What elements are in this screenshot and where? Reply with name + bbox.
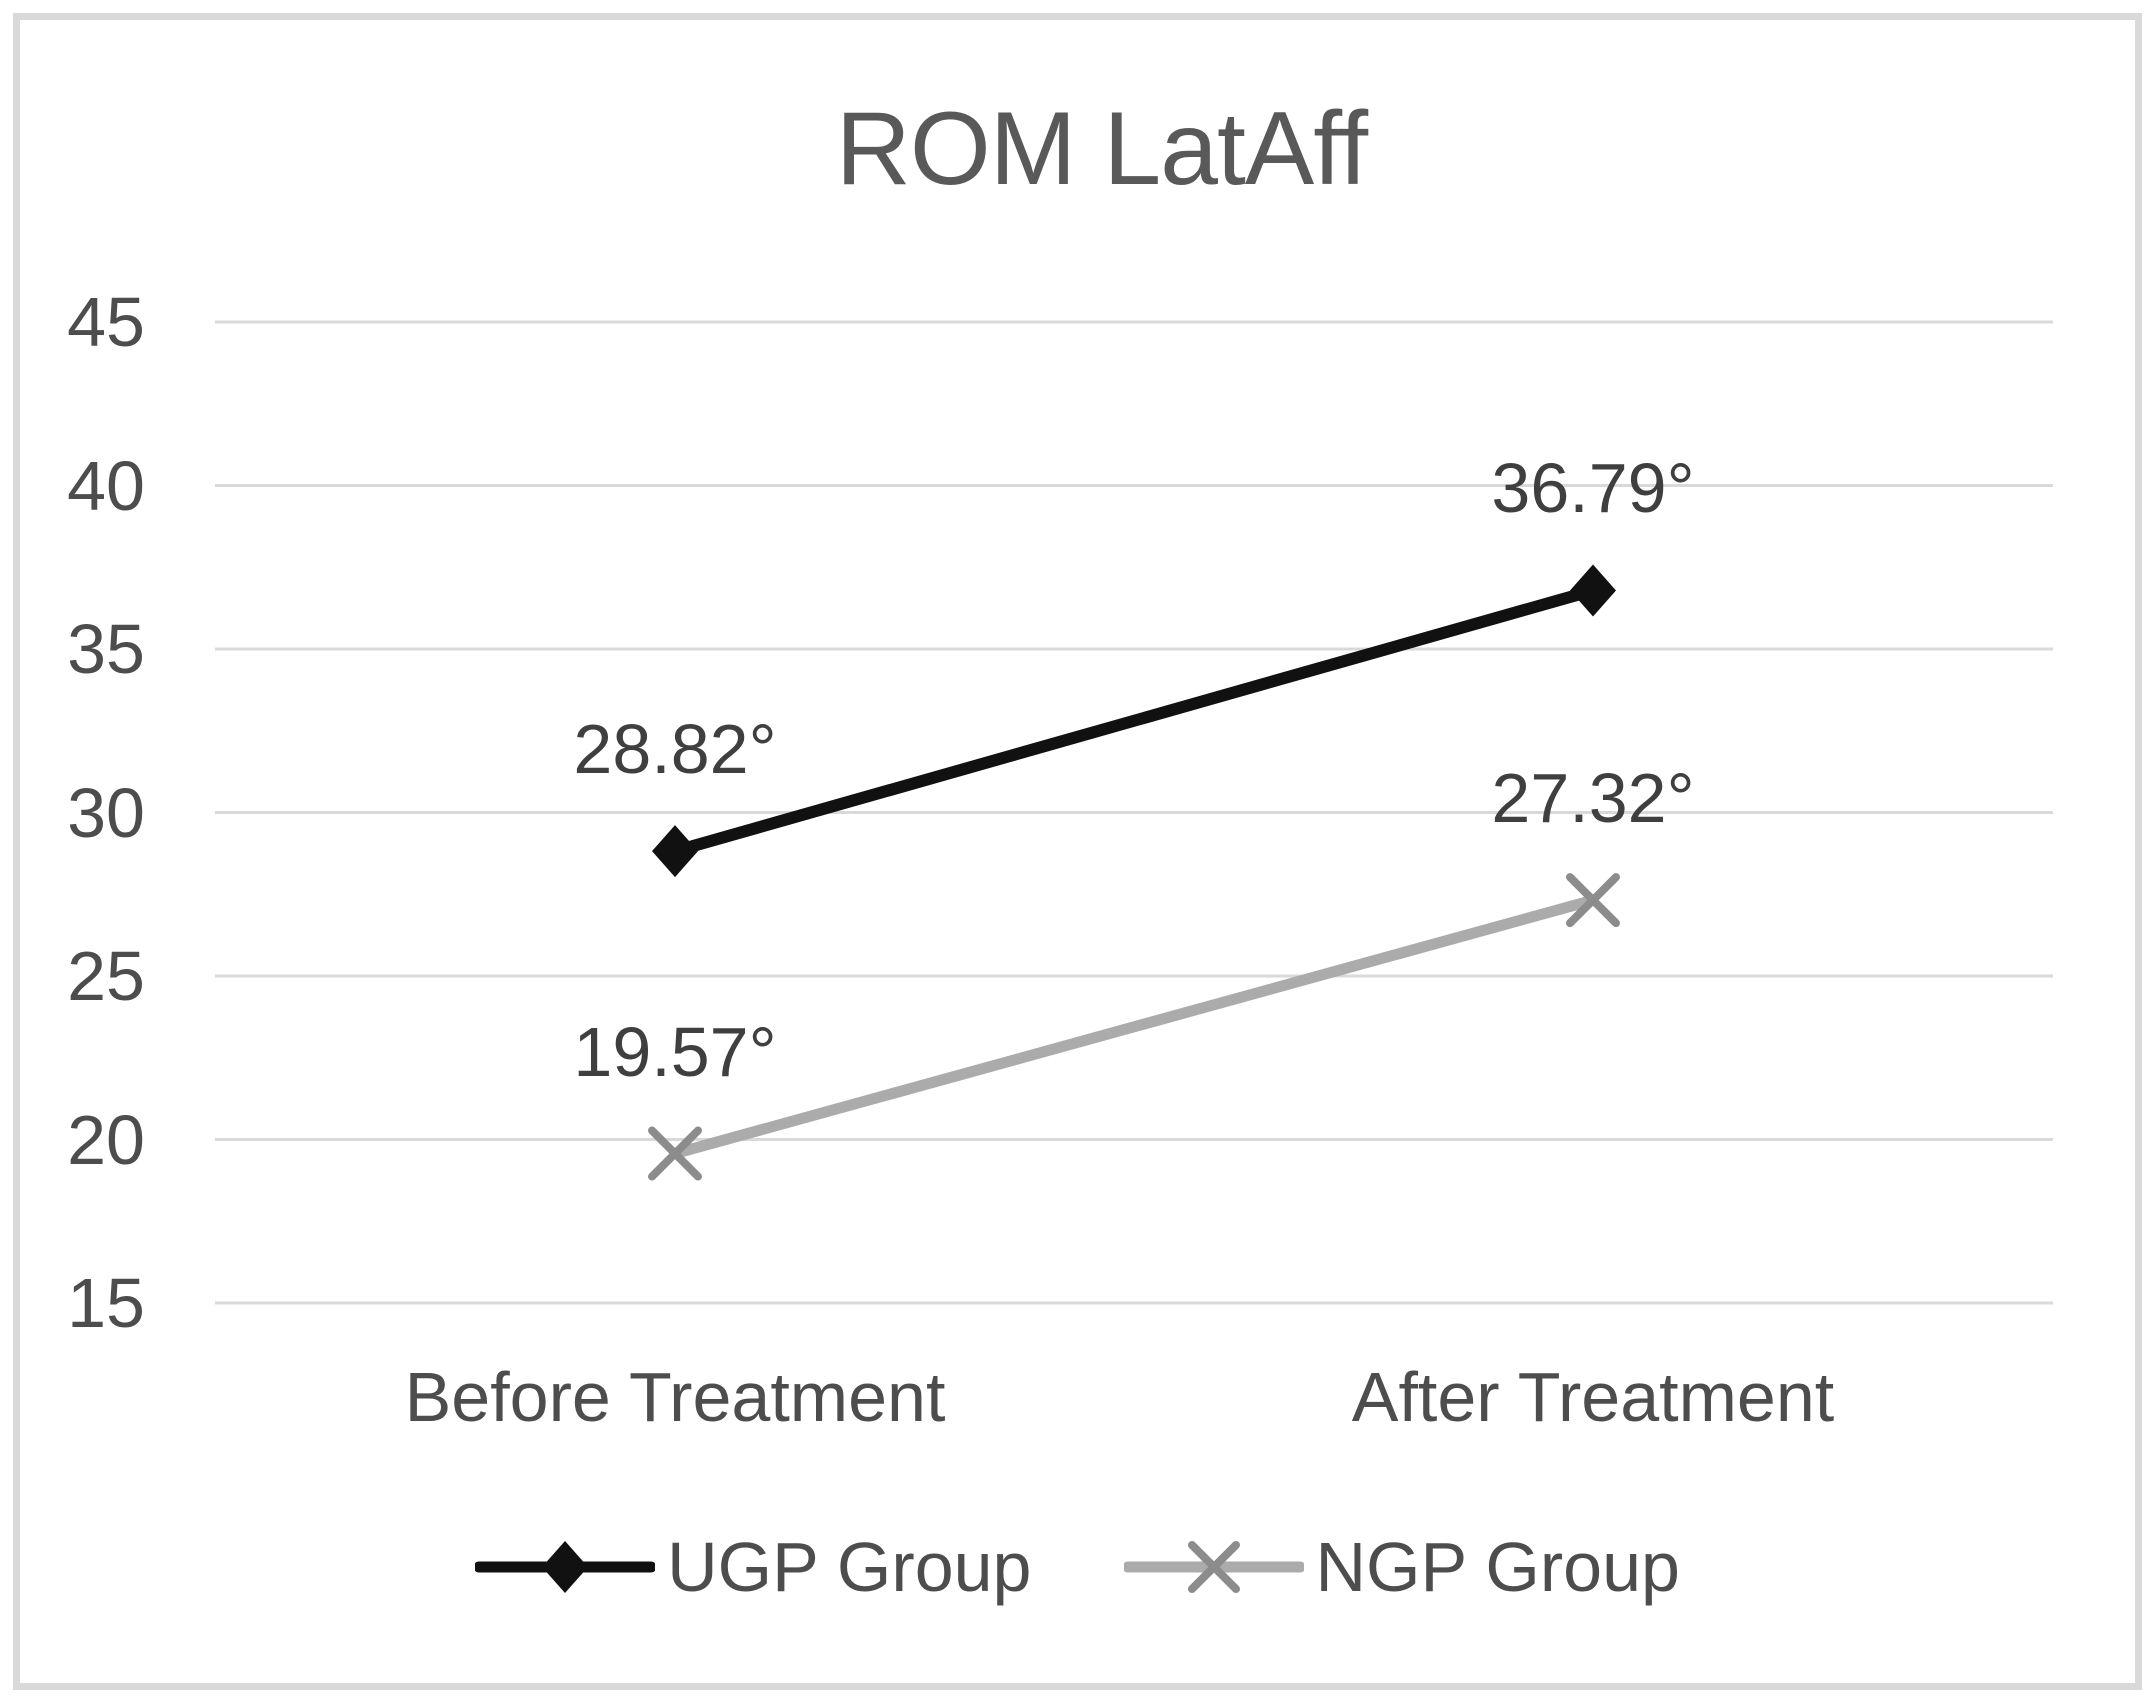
diamond-marker bbox=[652, 825, 698, 878]
data-label-ngp: 19.57° bbox=[573, 1012, 777, 1091]
chart-outer-frame bbox=[13, 13, 2142, 1690]
legend-item-ugp: UGP Group bbox=[475, 1527, 1032, 1607]
y-axis-tick-label: 40 bbox=[67, 446, 145, 525]
chart-title: ROM LatAff bbox=[835, 91, 1368, 207]
y-axis-tick-label: 15 bbox=[67, 1264, 145, 1342]
y-axis-tick-label: 25 bbox=[67, 937, 145, 1015]
y-axis-tick-label: 35 bbox=[67, 610, 145, 688]
diamond-marker bbox=[1570, 564, 1616, 617]
y-axis-tick-label: 20 bbox=[67, 1100, 145, 1179]
legend: UGP Group NGP Group bbox=[0, 1527, 2155, 1607]
data-label-ngp: 27.32° bbox=[1491, 759, 1695, 838]
ngp-line-x-icon bbox=[1123, 1541, 1304, 1593]
x-marker bbox=[648, 1126, 702, 1181]
ugp-line-diamond-icon bbox=[475, 1541, 656, 1593]
legend-item-ngp: NGP Group bbox=[1123, 1527, 1680, 1607]
legend-label-ugp: UGP Group bbox=[667, 1528, 1032, 1606]
series-line-ugp bbox=[669, 584, 1599, 858]
x-axis-label-after: After Treatment bbox=[1351, 1358, 1835, 1436]
data-label-ugp: 28.82° bbox=[573, 710, 777, 789]
y-axis-tick-label: 45 bbox=[67, 283, 145, 361]
data-label-ugp: 36.79° bbox=[1491, 449, 1695, 528]
legend-label-ngp: NGP Group bbox=[1315, 1528, 1680, 1606]
series-line-ngp bbox=[669, 894, 1599, 1160]
x-marker bbox=[1566, 873, 1620, 928]
y-axis-tick-label: 30 bbox=[67, 773, 145, 852]
x-axis-label-before: Before Treatment bbox=[404, 1358, 946, 1436]
